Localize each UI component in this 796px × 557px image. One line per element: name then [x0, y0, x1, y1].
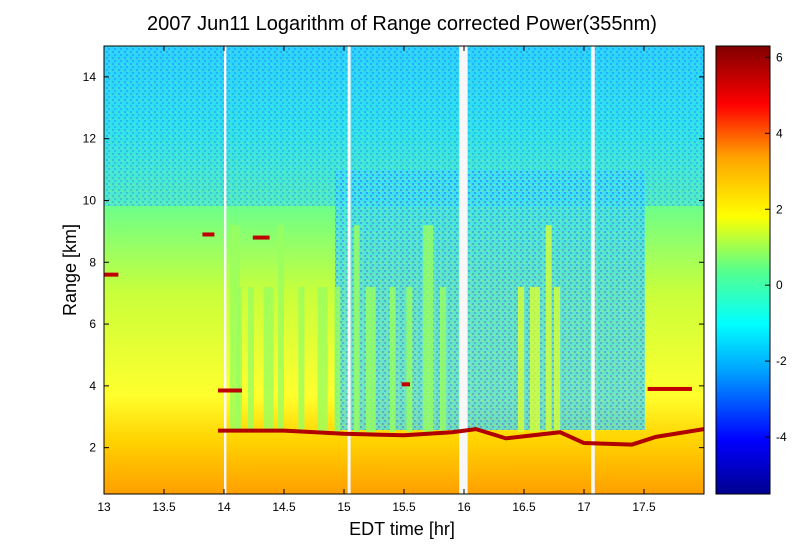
boundary-layer-line — [218, 427, 704, 447]
x-tick-label: 15 — [337, 500, 351, 514]
x-tick-group: 13 13.5 14 14.5 15 15.5 16 16.5 17 17.5 — [97, 46, 656, 514]
y-tick-group: 2 4 6 8 10 12 14 — [83, 70, 704, 455]
chart-title: 2007 Jun11 Logarithm of Range corrected … — [147, 13, 657, 35]
colorbar-tick-label: 6 — [776, 50, 783, 64]
aerosol-plume — [518, 286, 524, 433]
aerosol-plume — [554, 286, 560, 433]
aerosol-plume — [278, 225, 284, 433]
x-tick-label: 16 — [457, 500, 471, 514]
colorbar — [715, 45, 771, 495]
aerosol-plume — [365, 286, 376, 433]
aerosol-plume — [248, 286, 254, 433]
cloud-group — [104, 232, 692, 393]
aerosol-plume — [334, 286, 341, 433]
cloud-layer — [202, 232, 215, 237]
x-tick-label: 13.5 — [152, 500, 176, 514]
y-tick-label: 12 — [83, 132, 97, 146]
colorbar-tick-label: -4 — [776, 430, 787, 444]
aerosol-plume — [263, 286, 274, 433]
aerosol-plume — [440, 286, 446, 433]
data-gap — [224, 46, 227, 494]
plume-group — [230, 225, 560, 433]
data-gap — [347, 46, 351, 494]
data-gap — [459, 46, 468, 494]
x-tick-label: 14.5 — [272, 500, 296, 514]
colorbar-tick-label: 0 — [776, 278, 783, 292]
aerosol-plume — [530, 286, 540, 433]
aerosol-plume — [423, 225, 434, 433]
aerosol-plume — [353, 225, 360, 433]
x-tick-label: 16.5 — [512, 500, 536, 514]
x-tick-label: 14 — [217, 500, 231, 514]
y-axis-label: Range [km] — [60, 224, 80, 316]
aerosol-plume — [298, 286, 305, 433]
data-gap — [591, 46, 595, 494]
aerosol-plume — [317, 286, 328, 433]
x-tick-label: 15.5 — [392, 500, 416, 514]
x-tick-label: 13 — [97, 500, 111, 514]
gap-group — [224, 46, 595, 494]
cloud-layer — [647, 386, 692, 391]
colorbar-tick-label: -2 — [776, 354, 787, 368]
x-tick-label: 17 — [577, 500, 591, 514]
cloud-layer — [252, 235, 270, 240]
y-tick-label: 4 — [89, 379, 96, 393]
colorbar-tick-label: 4 — [776, 126, 783, 140]
cloud-layer — [104, 272, 119, 277]
y-tick-label: 14 — [83, 70, 97, 84]
mid-noise — [335, 170, 645, 430]
colorbar-tick-label: 2 — [776, 202, 783, 216]
x-axis-label: EDT time [hr] — [349, 519, 455, 539]
cloud-layer — [401, 382, 410, 387]
colorbar-tick-group: -4 -2 0 2 4 6 — [765, 50, 787, 444]
aerosol-plume — [230, 225, 240, 433]
aerosol-plume — [389, 286, 396, 433]
cloud-layer — [218, 388, 242, 393]
plot-area — [104, 46, 704, 494]
aerosol-plume — [406, 286, 413, 433]
aerosol-plume — [545, 225, 552, 433]
x-tick-label: 17.5 — [632, 500, 656, 514]
aerosol-plume — [236, 286, 242, 433]
y-tick-label: 2 — [89, 441, 96, 455]
y-tick-label: 10 — [83, 193, 97, 207]
y-tick-label: 8 — [89, 255, 96, 269]
y-tick-label: 6 — [89, 317, 96, 331]
